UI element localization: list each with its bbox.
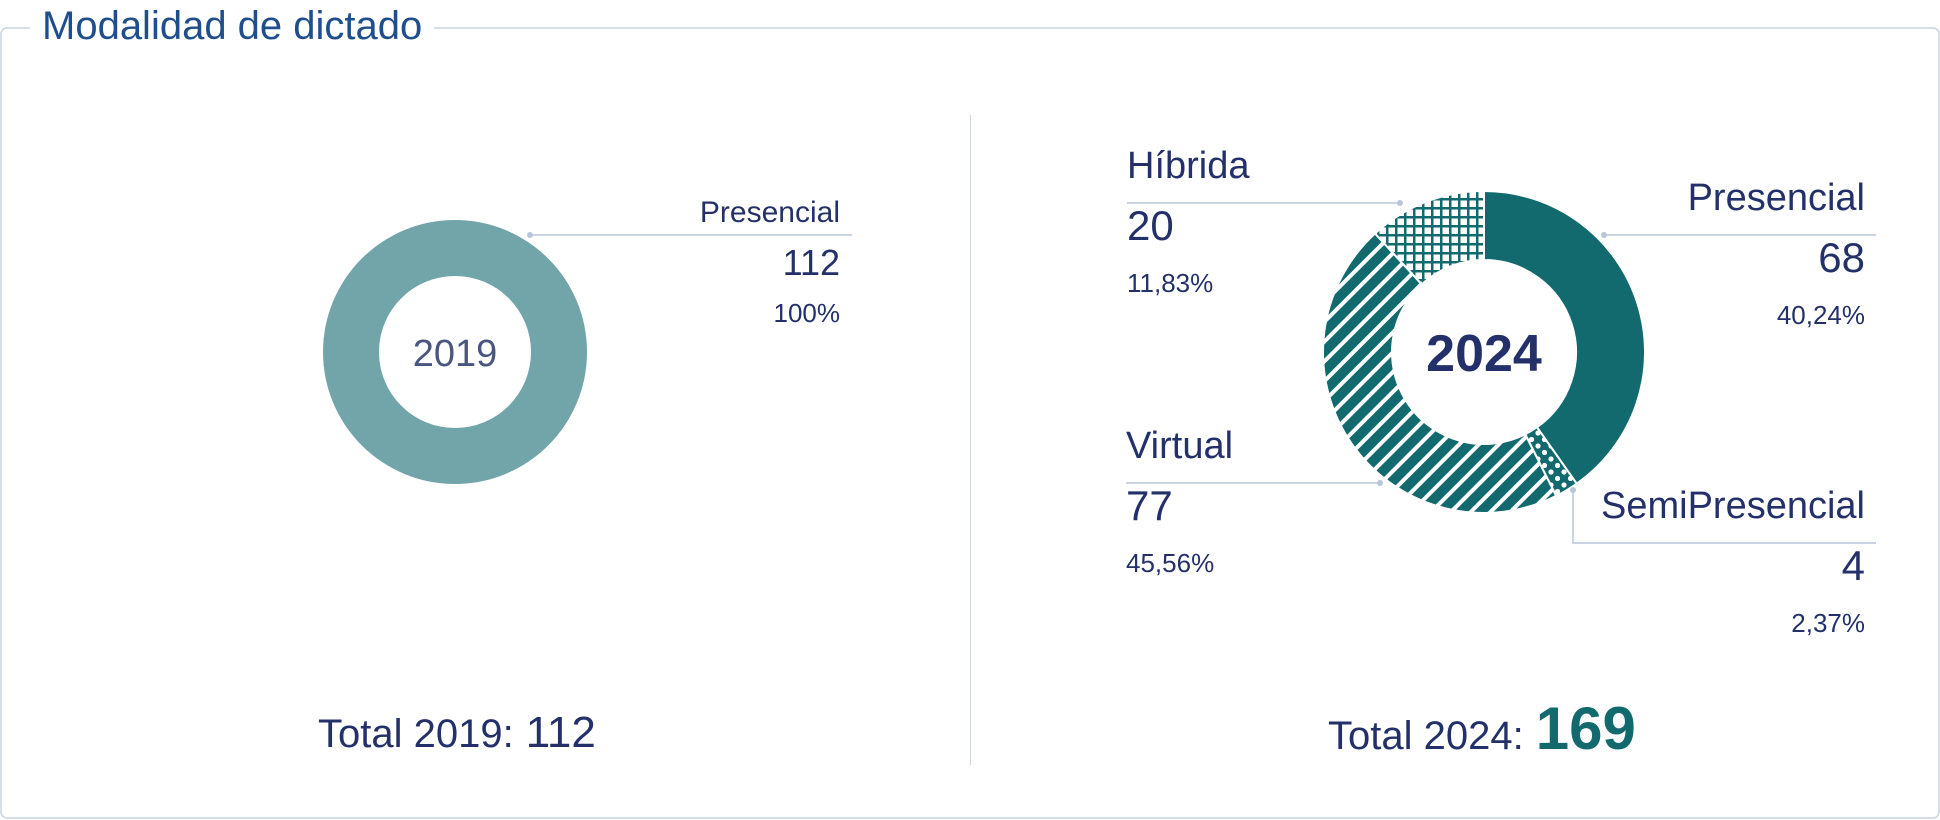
leader-dot-2019-presencial <box>527 232 533 238</box>
percent-2019-presencial: 100% <box>774 298 841 328</box>
leader-dot-2024-semipresencial <box>1570 487 1576 493</box>
slice-2024-presencial <box>1483 189 1646 486</box>
total-2024-value: 169 <box>1535 695 1636 762</box>
percent-2024-hibrida: 11,83% <box>1127 268 1213 298</box>
divider <box>970 115 971 765</box>
percent-2024-presencial: 40,24% <box>1777 300 1865 330</box>
total-2019: Total 2019: 112 <box>318 708 596 758</box>
value-2024-semipresencial: 4 <box>1842 542 1865 589</box>
leader-2024-semipresencial <box>1572 490 1876 544</box>
label-2024-virtual: Virtual <box>1126 425 1233 467</box>
center-label-2024: 2024 <box>1426 325 1542 383</box>
total-2024-label: Total 2024: <box>1328 714 1524 758</box>
slice-2024-hibrida <box>1373 189 1485 286</box>
leader-dot-2024-virtual <box>1377 480 1383 486</box>
label-2024-hibrida: Híbrida <box>1127 145 1250 187</box>
donut-2019: 2019 Presencial 112 100% <box>323 196 852 484</box>
label-2019-presencial: Presencial <box>700 196 840 229</box>
percent-2024-virtual: 45,56% <box>1126 548 1214 578</box>
slice-2019-presencial <box>323 220 587 484</box>
value-2024-virtual: 77 <box>1126 482 1173 529</box>
donut-2024: 2024 Presencial 68 40,24% SemiPresencial 4 2,3… <box>1126 145 1876 638</box>
page-title: Modalidad de dictado <box>30 0 435 52</box>
total-2024: Total 2024: 169 <box>1328 694 1636 763</box>
total-2019-value: 112 <box>525 708 596 757</box>
panel-border <box>0 27 1940 819</box>
total-2019-label: Total 2019: <box>318 712 514 756</box>
slice-2024-virtual <box>1322 232 1558 514</box>
label-2024-semipresencial: SemiPresencial <box>1601 485 1865 527</box>
leader-dot-2024-hibrida <box>1397 200 1403 206</box>
value-2019-presencial: 112 <box>783 242 840 283</box>
value-2024-hibrida: 20 <box>1127 202 1174 249</box>
center-label-2019: 2019 <box>413 333 498 375</box>
value-2024-presencial: 68 <box>1818 234 1865 281</box>
leader-dot-2024-presencial <box>1601 232 1607 238</box>
percent-2024-semipresencial: 2,37% <box>1791 608 1865 638</box>
label-2024-presencial: Presencial <box>1688 177 1865 219</box>
